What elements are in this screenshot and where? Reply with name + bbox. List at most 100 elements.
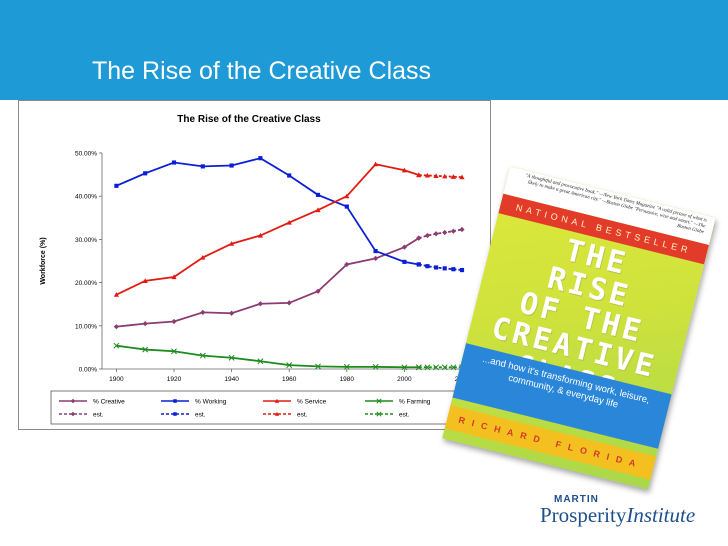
x-tick-label: 1900 [109,376,124,383]
logo-line2: ProsperityInstitute [540,503,695,528]
data-point [344,193,350,199]
data-point [402,259,407,264]
data-point [315,363,321,370]
data-point [286,219,292,225]
logo-institute: Institute [626,503,696,527]
data-point [142,278,148,283]
x-tick-label: 1940 [224,376,239,383]
data-point [229,310,235,316]
data-point [229,163,234,168]
legend-label: est. [399,411,410,418]
y-tick-label: 50.00% [75,151,97,158]
data-point [286,300,292,306]
series-line [116,157,419,266]
legend-label: % Service [297,398,327,405]
y-tick-label: 20.00% [75,280,97,287]
logo-line1: MARTIN [554,494,599,505]
data-point [344,204,349,209]
legend-label: est. [195,411,206,418]
data-point [450,228,456,234]
data-point [315,288,321,294]
y-tick-label: 40.00% [75,194,97,201]
data-point [401,167,407,173]
data-point [257,232,263,238]
data-point [142,321,148,327]
data-point [373,248,378,254]
martin-prosperity-institute-logo: MARTIN ProsperityInstitute [540,494,710,534]
data-point [143,171,148,176]
data-point [459,174,465,180]
legend-marker [173,412,177,416]
series-line [116,237,420,328]
data-point [114,183,119,188]
data-point [113,324,119,330]
data-point [416,235,422,241]
data-point [200,309,206,316]
data-point [433,364,440,371]
data-point [433,231,439,237]
chart-title: The Rise of the Creative Class [177,114,321,125]
line-chart: The Rise of the Creative Class Workforce … [40,114,470,425]
data-point [315,207,321,213]
data-point [258,156,263,161]
data-point [373,255,379,262]
legend-label: est. [297,411,308,418]
legend-label: % Creative [93,398,125,405]
data-point [286,362,293,369]
legend-marker [70,411,76,417]
y-tick-label: 10.00% [75,323,97,330]
data-point [415,364,422,371]
data-point [441,364,448,371]
logo-prosperity: Prosperity [540,503,627,527]
legend-label: est. [93,411,104,418]
chart-frame: The Rise of the Creative Class Workforce … [18,100,491,430]
data-point [424,232,431,239]
data-point [142,346,149,353]
data-point [113,342,120,349]
data-point [171,318,177,325]
data-point [171,160,177,165]
y-tick-label: 0.00% [79,367,98,374]
slide-header [0,0,728,100]
data-point [459,226,465,233]
data-point [450,364,457,371]
data-point [287,173,292,178]
legend-marker [376,411,382,417]
legend-box [50,390,462,425]
legend-marker [173,399,177,403]
x-tick-label: 1980 [340,376,355,383]
data-point [424,172,431,178]
data-point [228,354,235,361]
legend-marker [376,398,382,404]
data-point [200,254,206,260]
series-line [116,344,419,369]
x-tick-label: 2000 [397,376,412,383]
legend-marker [274,411,280,416]
data-point [442,173,448,179]
data-point [424,364,431,371]
data-point [171,274,177,280]
slide-title: The Rise of the Creative Class [92,57,432,85]
y-axis-label: Workforce (%) [40,237,47,284]
data-point [315,192,321,197]
legend-label: % Working [195,398,227,405]
data-point [425,264,430,269]
data-point [372,363,379,370]
data-point [416,172,422,178]
data-point [442,229,448,236]
data-point [442,266,447,271]
data-point [343,363,350,370]
data-point [257,358,264,365]
data-point [401,244,407,250]
data-point [113,292,119,297]
data-point [434,265,439,270]
series-line [418,263,463,271]
data-point [171,348,177,355]
data-point [416,262,421,267]
data-point [433,173,439,178]
data-point [459,267,465,273]
data-point [257,301,263,307]
data-point [401,364,408,371]
legend-label: % Farming [399,398,431,405]
data-point [450,174,456,179]
